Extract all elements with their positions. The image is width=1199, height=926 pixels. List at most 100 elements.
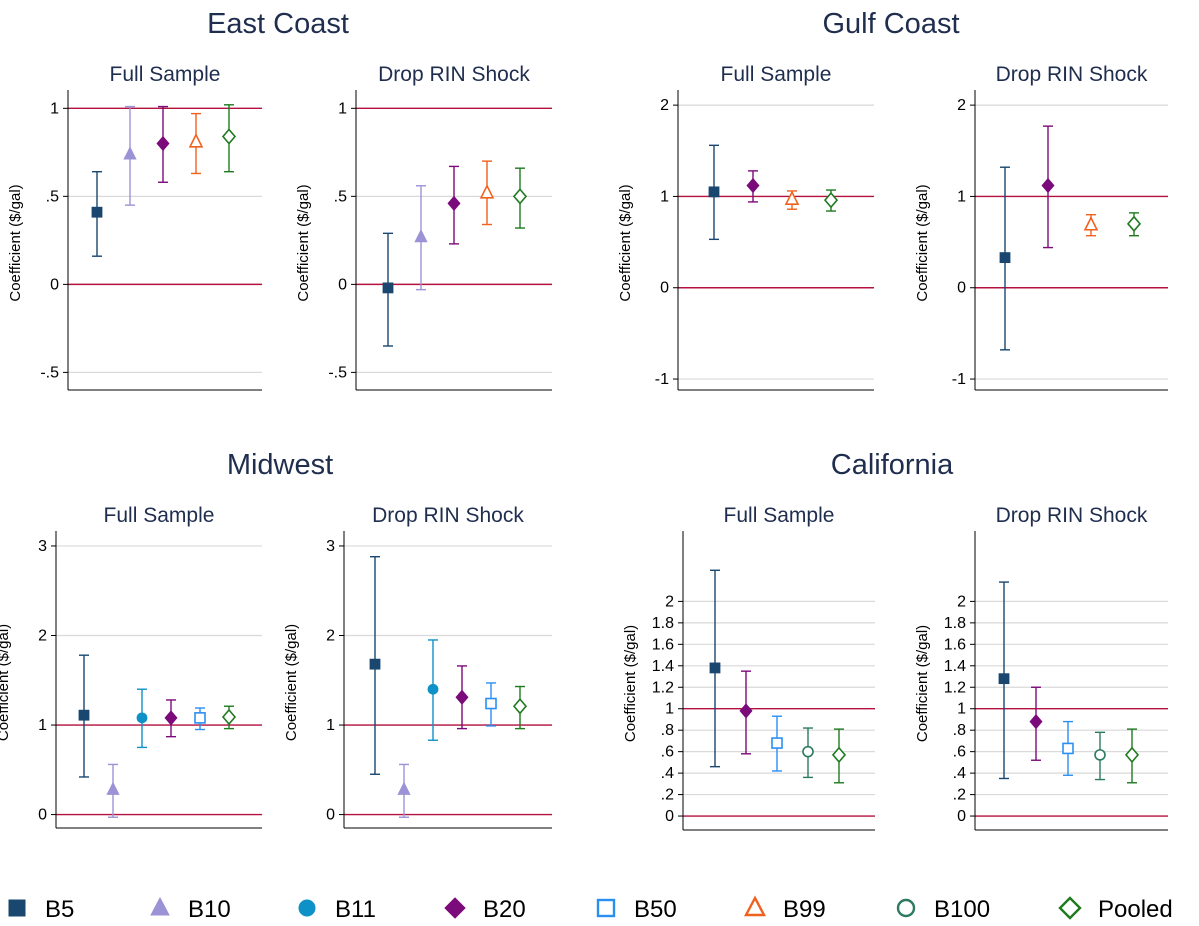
series-b20 [1029,686,1043,761]
point-estimate [369,658,381,670]
y-tick-label: 0 [338,276,347,293]
y-tick-label: 0 [50,276,59,293]
y-tick-label: .8 [953,722,966,739]
legend-item-b20: B20 [444,896,526,923]
region-title-east-coast: East Coast [207,8,349,40]
y-tick-label: .4 [661,765,674,782]
series-b10 [397,763,411,818]
series-b5 [91,171,103,257]
point-estimate [221,708,237,726]
point-estimate [479,184,495,199]
point-estimate [91,206,103,218]
y-axis-label: Coefficient ($/gal) [617,184,634,301]
series-b50 [194,707,206,731]
panel-east-coast-drop-rin-shock: Drop RIN Shock -.5 0 .5 1 Coefficient ($/gal) [295,63,552,391]
point-estimate [485,697,497,710]
panel-gulf-coast-drop-rin-shock: Drop RIN Shock -1 0 1 2 Coefficient ($/gal) [914,63,1168,391]
point-estimate [136,712,148,724]
legend-label: B99 [783,896,826,923]
series-b5 [708,144,720,241]
point-estimate [1029,713,1043,730]
legend-label: B20 [483,896,526,923]
y-axis-label: Coefficient ($/gal) [622,625,639,742]
series-b20 [164,699,178,738]
point-estimate [78,709,90,721]
series-pooled [1126,212,1142,237]
series-b20 [1041,125,1055,249]
y-tick-label: 0 [38,807,47,824]
panels: Full Sample -.5 0 .5 1 Coefficient ($/gal) Dro… [0,63,1168,831]
y-tick-label: 2 [957,593,966,610]
legend-marker [744,895,766,917]
series-b20 [739,670,753,755]
y-tick-label: -.5 [328,364,347,381]
legend-marker [298,899,316,917]
legend-label: B10 [188,896,231,923]
y-tick-label: .4 [953,765,966,782]
series-pooled [823,189,839,212]
point-estimate [739,703,753,719]
y-axis-label: Coefficient ($/gal) [295,184,312,301]
panel-california-full-sample: Full Sample 0 .2 .4 .6 .8 1 1.2 1.4 1.6 1.8 2 Coeffi… [622,504,875,831]
panel-title: Full Sample [110,63,221,86]
y-tick-label: 1.8 [652,615,674,632]
point-estimate [998,673,1010,685]
point-estimate [1094,749,1106,761]
y-tick-label: 2 [38,627,47,644]
y-tick-label: 1.4 [652,658,674,675]
panel-title: Drop RIN Shock [996,63,1148,86]
legend-marker [8,899,26,917]
point-estimate [823,191,839,209]
panel-title: Drop RIN Shock [378,63,530,86]
series-pooled [512,167,528,229]
y-tick-label: 1 [957,188,966,205]
point-estimate [802,745,814,758]
series-b100 [1094,731,1106,781]
series-pooled [512,685,528,730]
series-b11 [427,639,439,741]
point-estimate [106,781,120,795]
point-estimate [188,132,204,148]
y-tick-label: 1.2 [944,679,966,696]
y-tick-label: .5 [46,188,59,205]
point-estimate [427,683,439,695]
series-b50 [771,715,783,772]
series-b5 [382,232,394,347]
point-estimate [221,128,237,145]
panel-midwest-drop-rin-shock: Drop RIN Shock 0 1 2 3 Coefficient ($/gal) [283,504,552,829]
legend-item-b11: B11 [298,896,376,923]
point-estimate [784,190,800,205]
series-b100 [802,727,814,779]
y-tick-label: 1 [50,100,59,117]
legend-marker [896,898,916,918]
y-tick-label: 1.6 [652,636,674,653]
y-tick-label: 0 [665,808,674,825]
legend-label: B11 [335,896,376,923]
series-b20 [156,105,170,183]
y-tick-label: 1.8 [944,615,966,632]
panel-title: Full Sample [721,63,832,86]
series-b99 [479,160,495,226]
legend-marker [444,897,466,919]
region-title-midwest: Midwest [227,449,333,481]
point-estimate [708,186,720,198]
y-tick-label: 1 [665,701,674,718]
legend-item-b5: B5 [8,896,74,923]
point-estimate [164,710,178,726]
y-tick-label: .6 [661,744,674,761]
series-b5 [999,166,1011,351]
series-b10 [106,763,120,818]
point-estimate [709,662,721,674]
legend-label: B5 [45,896,74,923]
point-estimate [194,712,206,724]
series-pooled [221,104,237,173]
y-tick-label: 1 [38,717,47,734]
series-b50 [485,682,497,727]
y-tick-label: 2 [660,97,669,114]
panel-title: Full Sample [104,504,215,527]
y-tick-label: 3 [326,538,335,555]
panel-title: Drop RIN Shock [996,504,1148,527]
y-tick-label: 0 [957,808,966,825]
y-axis-label: Coefficient ($/gal) [283,624,300,741]
point-estimate [1083,215,1099,231]
